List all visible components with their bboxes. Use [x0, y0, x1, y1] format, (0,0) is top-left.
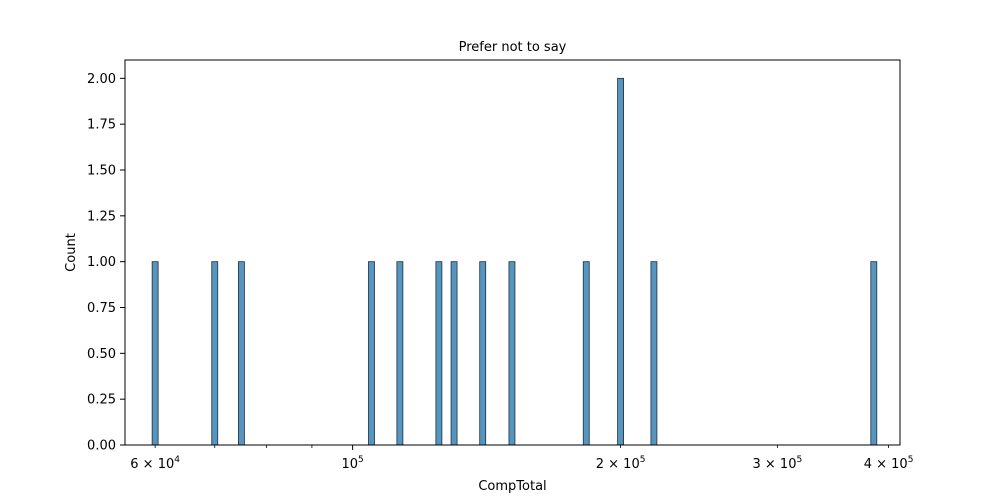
histogram-bar [396, 261, 404, 446]
x-tick-label: 6 × 104 [130, 455, 180, 472]
y-tick-label: 1.75 [87, 118, 116, 133]
y-axis-title: Count [64, 233, 79, 272]
x-tick-label: 105 [341, 455, 363, 472]
chart-title: Prefer not to say [459, 40, 567, 55]
y-tick-label: 1.50 [87, 164, 116, 179]
bars-group [151, 77, 878, 446]
x-axis-title: CompTotal [478, 479, 546, 494]
y-tick-label: 1.25 [87, 209, 116, 224]
histogram-bar [582, 261, 590, 446]
histogram-bar [238, 261, 245, 446]
histogram-bar [479, 261, 487, 446]
y-tick-label: 0.00 [87, 439, 116, 454]
x-tick-label: 2 × 105 [596, 455, 646, 472]
x-axis: 105 6 × 104 2 × 105 3 × 105 4 × 105 [130, 445, 913, 472]
y-tick-label: 0.75 [87, 301, 116, 316]
y-tick-label: 1.00 [87, 255, 116, 270]
plot-area-frame [124, 59, 901, 446]
y-tick-label: 0.50 [87, 347, 116, 362]
histogram-bar [870, 261, 878, 446]
y-tick-label: 2.00 [87, 72, 116, 87]
y-axis: 0.00 0.25 0.50 0.75 1.00 1.25 1.50 1.75 2.00 [87, 72, 125, 454]
histogram-bar [368, 261, 375, 446]
y-tick-label: 0.25 [87, 393, 116, 408]
x-tick-label: 3 × 105 [752, 455, 802, 472]
histogram-bar [450, 261, 458, 446]
histogram-bar [211, 261, 219, 446]
x-tick-label: 4 × 105 [864, 455, 914, 472]
histogram-bar [435, 261, 443, 446]
histogram-bar [617, 77, 624, 446]
histogram-bar [508, 261, 516, 446]
histogram-bar [650, 261, 658, 446]
histogram-bar [151, 261, 159, 446]
